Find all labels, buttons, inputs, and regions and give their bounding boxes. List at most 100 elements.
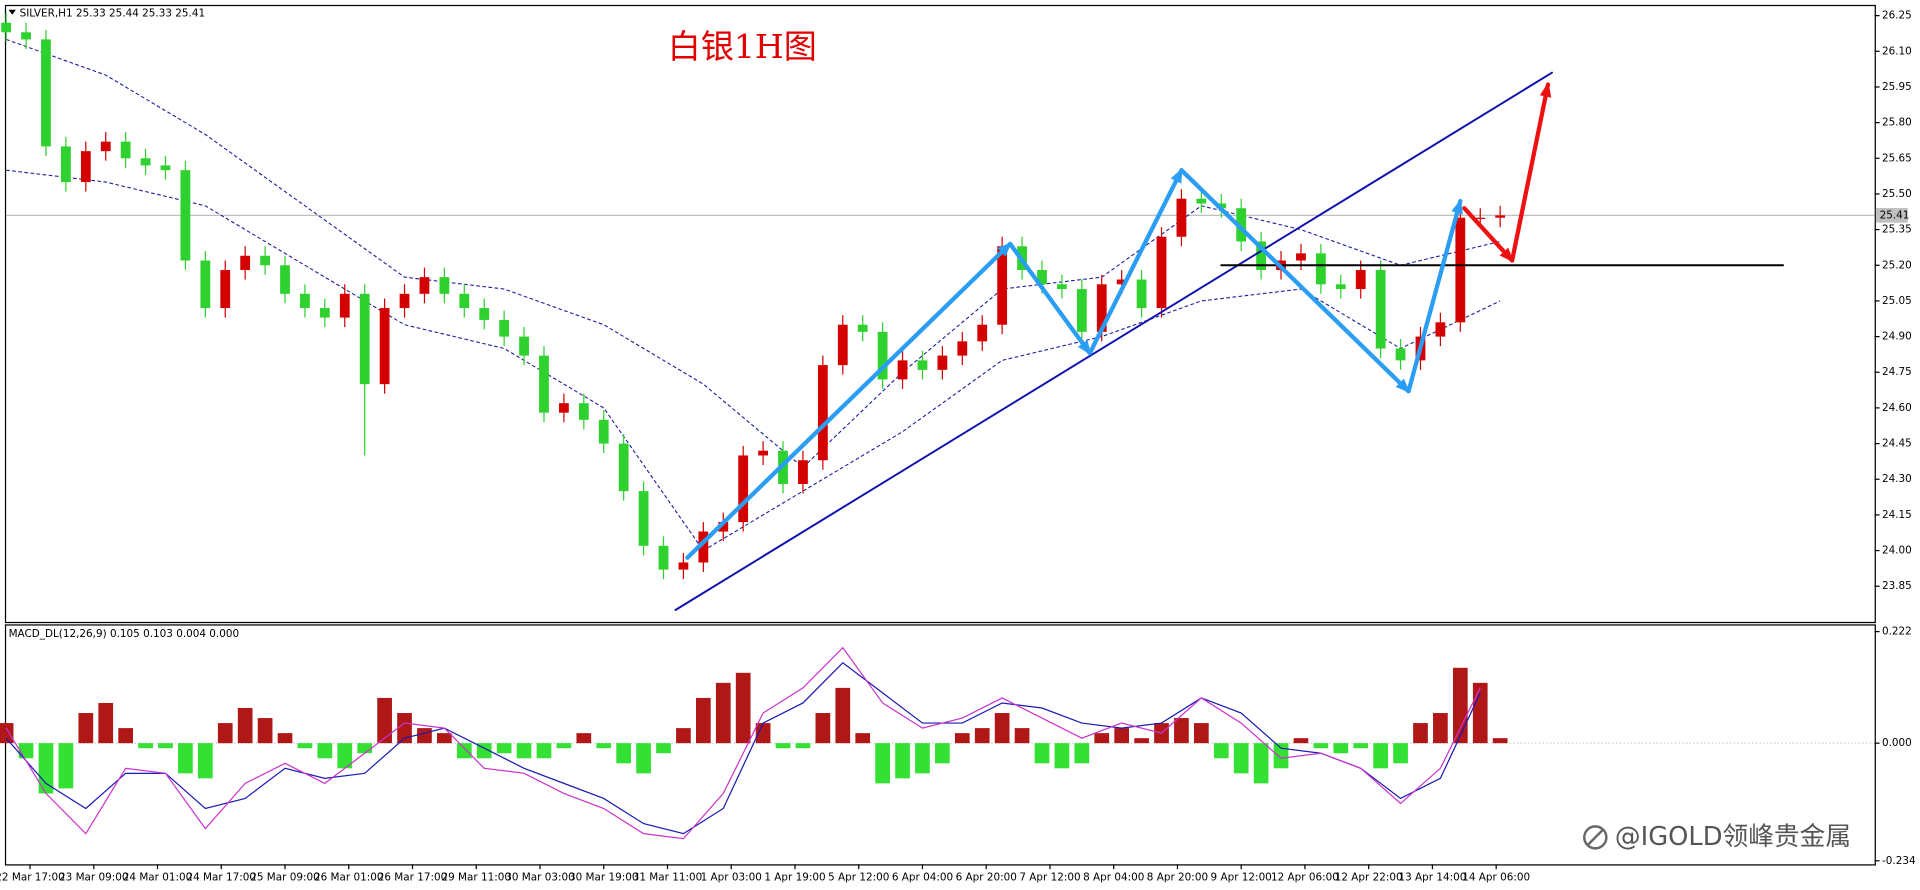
candle-body	[200, 260, 211, 309]
x-tick-label: 24 Mar 17:00	[187, 872, 257, 884]
x-tick-label: 8 Apr 04:00	[1083, 872, 1144, 884]
histogram-bar	[138, 743, 153, 749]
histogram-bar	[237, 707, 253, 744]
histogram-bar	[437, 733, 452, 744]
histogram-bar	[994, 713, 1010, 744]
overlay-line	[674, 71, 1553, 611]
chart-title: 白银1H图	[668, 27, 817, 66]
candle-body	[1, 22, 12, 33]
candle-body	[718, 522, 729, 532]
histogram-bar	[1194, 723, 1209, 744]
candle-body	[539, 355, 549, 413]
histogram-bar	[118, 728, 134, 744]
histogram-bar	[516, 743, 532, 759]
candle-body	[1176, 198, 1187, 237]
histogram-bar	[835, 687, 851, 744]
candle-body	[1375, 270, 1386, 349]
arrow-head	[1170, 167, 1183, 184]
histogram-bar	[1433, 713, 1448, 744]
x-tick-label: 26 Mar 01:00	[314, 872, 384, 884]
arrow-head	[1499, 247, 1514, 263]
x-tick-label: 31 Mar 11:00	[633, 872, 703, 884]
histogram-bar	[556, 743, 572, 749]
y-tick-label: 25.50	[1882, 188, 1912, 200]
candle-body	[280, 265, 290, 294]
histogram-bar	[1293, 738, 1309, 744]
x-tick-label: 23 Mar 09:00	[59, 872, 129, 884]
y-tick-label: 24.15	[1882, 509, 1912, 521]
candle-body	[1495, 215, 1506, 218]
histogram-bar	[1213, 743, 1229, 759]
histogram-bar	[18, 743, 34, 759]
histogram-bar	[217, 723, 233, 744]
candle-body	[459, 293, 470, 309]
histogram-bar	[78, 713, 94, 744]
histogram-bar	[935, 743, 950, 764]
candle-body	[120, 141, 131, 159]
y-tick-label: 25.95	[1882, 81, 1912, 93]
candle-body	[598, 419, 609, 444]
histogram-bar	[1034, 743, 1050, 764]
candle-body	[1335, 284, 1346, 290]
candle-body	[1196, 198, 1207, 204]
candle-body	[678, 562, 689, 570]
histogram-bar	[1413, 723, 1428, 744]
histogram-bar	[954, 733, 970, 744]
x-tick-label: 24 Mar 01:00	[123, 872, 193, 884]
candle-body	[638, 491, 649, 546]
histogram-bar	[98, 702, 114, 744]
x-tick-label: 12 Apr 22:00	[1335, 872, 1403, 884]
histogram-bar	[1114, 728, 1130, 744]
histogram-bar	[616, 743, 632, 764]
candle-body	[917, 360, 928, 370]
histogram-bar	[536, 743, 552, 759]
candle-body	[618, 443, 629, 492]
x-tick-label: 26 Mar 17:00	[378, 872, 448, 884]
x-tick-label: 7 Apr 12:00	[1019, 872, 1080, 884]
x-tick-label: 9 Apr 12:00	[1211, 872, 1272, 884]
candle-body	[658, 545, 669, 570]
overlay-line	[685, 168, 1463, 560]
histogram-bar	[1273, 743, 1289, 769]
candle-body	[519, 336, 529, 356]
y-tick-label: 25.35	[1882, 224, 1912, 236]
y-tick-label: 25.65	[1882, 152, 1912, 164]
candle-body	[180, 170, 191, 261]
arrow-head	[1077, 339, 1092, 356]
candle-body	[1236, 208, 1247, 242]
y-tick-label: 24.00	[1882, 545, 1912, 557]
x-tick-label: 13 Apr 14:00	[1398, 872, 1466, 884]
band-line	[6, 169, 1501, 552]
candle-body	[1355, 270, 1366, 290]
x-tick-label: 6 Apr 20:00	[956, 872, 1017, 884]
histogram-bar	[257, 718, 273, 744]
candle-body	[997, 246, 1008, 325]
histogram-bar	[58, 743, 74, 789]
x-tick-label: 5 Apr 12:00	[828, 872, 889, 884]
y-tick-label: 0.000	[1882, 737, 1912, 749]
histogram-bar	[895, 743, 910, 779]
candle-body	[399, 293, 410, 309]
histogram-bar	[158, 743, 173, 749]
candle-body	[738, 455, 749, 523]
histogram-bar	[1014, 728, 1030, 744]
candle-body	[1315, 253, 1326, 285]
histogram-bar	[656, 743, 671, 754]
y-tick-label: 26.10	[1882, 45, 1912, 57]
histogram-bar	[775, 743, 791, 749]
x-tick-label: 29 Mar 11:00	[441, 872, 511, 884]
x-tick-label: 1 Apr 03:00	[701, 872, 762, 884]
histogram-bar	[1174, 718, 1189, 744]
candle-body	[1256, 241, 1267, 271]
y-tick-label: 24.45	[1882, 438, 1912, 450]
histogram-bar	[1094, 733, 1110, 744]
candle-body	[957, 341, 968, 356]
x-tick-label: 30 Mar 03:00	[505, 872, 575, 884]
candle-body	[1455, 217, 1466, 323]
candle-body	[1116, 279, 1127, 285]
histogram-bar	[496, 743, 512, 754]
x-tick-label: 25 Mar 09:00	[250, 872, 320, 884]
histogram-bar	[735, 672, 751, 744]
y-tick-label: -0.234	[1882, 855, 1916, 867]
